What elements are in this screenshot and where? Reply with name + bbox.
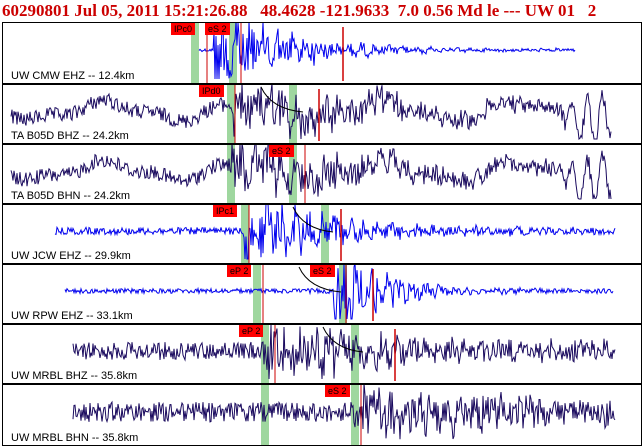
phase-pick-label[interactable]: IPd0 (199, 85, 224, 97)
phase-pick-label[interactable]: eS 2 (205, 23, 230, 35)
trace-panel: eS 2 TA B05D BHN -- 24.2km (2, 144, 642, 204)
station-channel-label: UW CMW EHZ -- 12.4km (11, 70, 135, 82)
station-channel-label: UW JCW EHZ -- 29.9km (11, 250, 131, 262)
trace-panel: eS 2 UW MRBL BHN -- 35.8km (2, 384, 642, 446)
pick-window-band (191, 23, 199, 83)
waveform-plot (10, 85, 612, 143)
pick-window-band (351, 325, 359, 383)
station-channel-label: UW RPW EHZ -- 33.1km (11, 310, 133, 322)
phase-pick-label[interactable]: IPc1 (213, 205, 238, 217)
phase-pick-label[interactable]: eS 2 (269, 145, 294, 157)
pick-window-band (241, 205, 249, 263)
pick-window-band (289, 85, 297, 143)
station-channel-label: TA B05D BHN -- 24.2km (11, 190, 130, 202)
waveform-plot (54, 205, 616, 263)
seismic-waveform (72, 325, 616, 380)
phase-pick-label[interactable]: eP 2 (239, 325, 264, 337)
waveform-plot (72, 385, 616, 445)
seismic-waveform (198, 23, 576, 80)
seismic-waveform (64, 265, 614, 320)
trace-panel: eP 2 UW MRBL BHZ -- 35.8km (2, 324, 642, 384)
seismic-waveform (54, 205, 616, 260)
seismic-waveform (10, 145, 612, 200)
phase-pick-label[interactable]: eP 2 (227, 265, 252, 277)
travel-time-curve (322, 326, 364, 353)
travel-time-curve (260, 86, 304, 113)
pick-window-band (227, 85, 235, 143)
waveform-plot (64, 265, 614, 323)
seismic-waveform (72, 385, 616, 440)
phase-pick-label[interactable]: eS 2 (310, 265, 335, 277)
event-summary: 60290801 Jul 05, 2011 15:21:26.88 48.462… (2, 1, 597, 20)
pick-window-band (253, 265, 261, 323)
waveform-plot (10, 145, 612, 203)
phase-pick-label[interactable]: IPc0 (171, 23, 196, 35)
station-channel-label: TA B05D BHZ -- 24.2km (11, 130, 129, 142)
trace-panel: IPc0 eS 2 UW CMW EHZ -- 12.4km (2, 22, 642, 84)
station-channel-label: UW MRBL BHZ -- 35.8km (11, 370, 138, 382)
trace-panel: eP 2 eS 2 UW RPW EHZ -- 33.1km (2, 264, 642, 324)
travel-time-curve (292, 206, 334, 233)
trace-panel: IPd0 TA B05D BHZ -- 24.2km (2, 84, 642, 144)
trace-panel: IPc1 UW JCW EHZ -- 29.9km (2, 204, 642, 264)
pick-window-band (351, 385, 359, 445)
travel-time-curve (298, 266, 342, 293)
waveform-plot (72, 325, 616, 383)
pick-window-band (227, 145, 235, 203)
phase-pick-label[interactable]: eS 2 (325, 385, 350, 397)
station-channel-label: UW MRBL BHN -- 35.8km (11, 432, 139, 444)
event-header: 60290801 Jul 05, 2011 15:21:26.88 48.462… (0, 0, 644, 22)
seismic-waveform (10, 85, 612, 140)
